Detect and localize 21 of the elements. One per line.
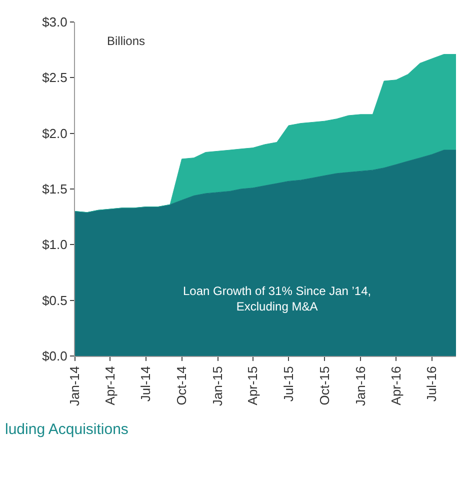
annotation: Billions	[107, 34, 146, 48]
y-tick-label: $1.5	[42, 182, 68, 197]
y-tick-label: $0.5	[42, 292, 68, 308]
x-tick-label: Jan-14	[67, 366, 82, 406]
x-tick-label: Jul-14	[138, 366, 154, 402]
x-tick-label: Apr-14	[102, 366, 118, 406]
y-tick-label: $1.0	[42, 237, 68, 252]
y-tick-label: $0.0	[42, 348, 68, 364]
x-tick-label: Jan-15	[210, 366, 226, 406]
y-tick-label: $2.0	[42, 126, 68, 141]
x-tick-label: Jan-16	[352, 366, 368, 406]
text: luding Acquisitions	[5, 421, 128, 438]
x-tick-label: Apr-15	[245, 366, 260, 406]
y-tick-label: $2.5	[42, 70, 68, 86]
x-tick-label: Oct-15	[316, 366, 332, 406]
x-tick-label: Jul-16	[424, 366, 439, 402]
x-tick-label: Apr-16	[388, 366, 404, 406]
x-tick-label: Oct-14	[174, 366, 190, 406]
x-tick-label: Jul-15	[280, 366, 296, 402]
y-tick-label: $3.0	[42, 14, 68, 30]
annotation: Loan Growth of 31% Since Jan ’14, Excluding M&A	[183, 284, 372, 314]
